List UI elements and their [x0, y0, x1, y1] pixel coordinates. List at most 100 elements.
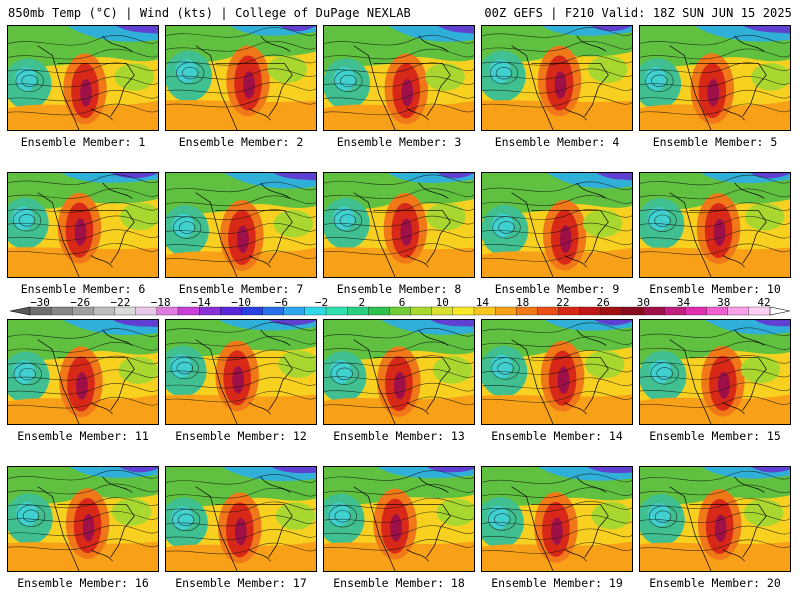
ensemble-member-map	[481, 466, 633, 572]
colorbar-tick-label: −26	[70, 296, 91, 309]
temperature-wind-map	[166, 173, 316, 277]
ensemble-member-label: Ensemble Member: 13	[333, 429, 465, 443]
colorbar-tick-label: 2	[358, 296, 366, 309]
temperature-wind-map	[324, 320, 474, 424]
ensemble-member-label: Ensemble Member: 5	[652, 135, 778, 149]
temperature-wind-map	[482, 26, 632, 130]
ensemble-member-label: Ensemble Member: 2	[178, 135, 304, 149]
ensemble-member-map	[7, 466, 159, 572]
temperature-wind-map	[324, 173, 474, 277]
colorbar-tick-label: 34	[676, 296, 691, 309]
colorbar-swatch	[156, 306, 179, 316]
temperature-wind-map	[324, 26, 474, 130]
ensemble-member-label: Ensemble Member: 4	[494, 135, 620, 149]
temperature-wind-map	[482, 173, 632, 277]
colorbar-swatch	[220, 306, 242, 316]
colorbar-swatch	[135, 306, 158, 316]
ensemble-member-map	[323, 172, 475, 278]
colorbar-swatch	[346, 306, 369, 316]
colorbar-tick-label: 38	[717, 296, 731, 309]
colorbar-swatch	[177, 306, 200, 316]
colorbar-tick-label: −22	[110, 296, 131, 309]
colorbar-right-arrow	[769, 306, 790, 316]
ensemble-member-label: Ensemble Member: 17	[175, 576, 307, 590]
temperature-colorbar	[10, 306, 790, 316]
ensemble-member-map	[165, 172, 317, 278]
colorbar-swatch	[706, 306, 729, 316]
ensemble-member-map	[639, 172, 791, 278]
colorbar-swatch	[304, 306, 327, 316]
ensemble-member-map	[7, 172, 159, 278]
colorbar-swatch	[664, 306, 686, 316]
colorbar-swatch	[685, 306, 708, 316]
colorbar-swatch	[114, 306, 137, 316]
colorbar-tick-label: −30	[30, 296, 50, 309]
temperature-wind-map	[482, 467, 632, 571]
ensemble-member-label: Ensemble Member: 11	[17, 429, 149, 443]
colorbar-swatch	[494, 306, 517, 316]
ensemble-member-label: Ensemble Member: 8	[336, 282, 462, 296]
ensemble-member-map	[481, 172, 633, 278]
colorbar-swatch	[537, 306, 560, 316]
ensemble-member-map	[323, 25, 475, 131]
colorbar-swatch	[431, 306, 454, 316]
colorbar-swatch	[241, 306, 264, 316]
ensemble-member-label: Ensemble Member: 7	[178, 282, 304, 296]
colorbar-swatch	[368, 306, 390, 316]
ensemble-member-label: Ensemble Member: 3	[336, 135, 462, 149]
ensemble-member-label: Ensemble Member: 1	[20, 135, 146, 149]
ensemble-member-map	[7, 25, 159, 131]
ensemble-member-label: Ensemble Member: 10	[649, 282, 781, 296]
colorbar-swatch	[558, 306, 581, 316]
temperature-wind-map	[166, 467, 316, 571]
ensemble-member-label: Ensemble Member: 16	[17, 576, 149, 590]
temperature-wind-map	[8, 173, 158, 277]
temperature-wind-map	[8, 320, 158, 424]
colorbar-swatch	[29, 306, 52, 316]
colorbar-tick-label: 42	[757, 296, 771, 309]
map-title: 850mb Temp (°C) | Wind (kts) | College o…	[8, 6, 411, 20]
colorbar-swatch	[410, 306, 433, 316]
colorbar-swatch	[516, 306, 538, 316]
ensemble-member-map	[7, 319, 159, 425]
ensemble-member-map	[323, 319, 475, 425]
temperature-wind-map	[166, 26, 316, 130]
ensemble-member-map	[481, 319, 633, 425]
colorbar-tick-label: 22	[556, 296, 570, 309]
colorbar-swatch	[325, 306, 348, 316]
colorbar-swatch	[72, 306, 94, 316]
ensemble-member-map	[639, 466, 791, 572]
colorbar-swatch	[727, 306, 750, 316]
temperature-wind-map	[640, 320, 790, 424]
ensemble-member-map	[323, 466, 475, 572]
ensemble-member-map	[165, 319, 317, 425]
colorbar-tick-label: 26	[596, 296, 610, 309]
colorbar-tick-label: 10	[435, 296, 449, 309]
temperature-wind-map	[640, 26, 790, 130]
ensemble-member-map	[639, 25, 791, 131]
temperature-wind-map	[482, 320, 632, 424]
colorbar-tick-label: 6	[398, 296, 406, 309]
colorbar-swatch	[748, 306, 771, 316]
colorbar-tick-label: 14	[475, 296, 490, 309]
colorbar-swatch	[262, 306, 285, 316]
ensemble-member-label: Ensemble Member: 20	[649, 576, 781, 590]
ensemble-member-label: Ensemble Member: 14	[491, 429, 623, 443]
colorbar-labels: −30 −26 −22 −18 −14 −10 −6 −2 2 6 10 14 18 22 26 30 34 38…	[0, 296, 800, 309]
colorbar-tick-label: 18	[516, 296, 530, 309]
run-valid-time: 00Z GEFS | F210 Valid: 18Z SUN JUN 15 20…	[484, 6, 792, 20]
colorbar-swatch	[283, 306, 306, 316]
ensemble-member-label: Ensemble Member: 6	[20, 282, 146, 296]
colorbar-swatch	[389, 306, 412, 316]
temperature-wind-map	[8, 467, 158, 571]
colorbar-swatch	[473, 306, 496, 316]
ensemble-member-map	[481, 25, 633, 131]
ensemble-member-label: Ensemble Member: 9	[494, 282, 620, 296]
ensemble-member-label: Ensemble Member: 12	[175, 429, 307, 443]
temperature-wind-map	[166, 320, 316, 424]
colorbar-tick-label: −6	[274, 296, 288, 309]
temperature-wind-map	[324, 467, 474, 571]
colorbar-swatch	[93, 306, 116, 316]
colorbar-swatch	[600, 306, 623, 316]
ensemble-member-map	[165, 25, 317, 131]
